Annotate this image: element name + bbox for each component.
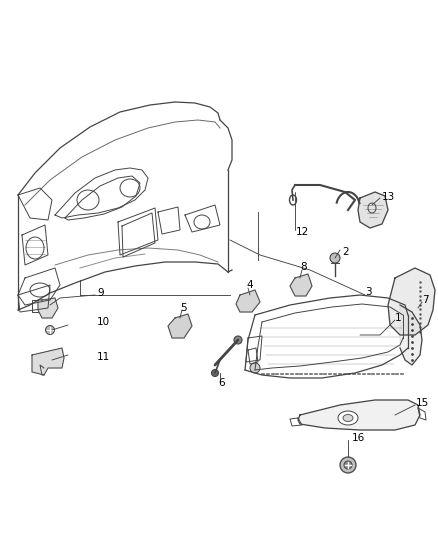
Text: 5: 5	[180, 303, 187, 313]
Circle shape	[250, 363, 260, 373]
Text: 1: 1	[395, 313, 402, 323]
Text: 12: 12	[296, 227, 309, 237]
Circle shape	[344, 461, 352, 469]
Circle shape	[212, 369, 219, 376]
Text: 16: 16	[352, 433, 365, 443]
Text: 13: 13	[382, 192, 395, 202]
Polygon shape	[298, 400, 420, 430]
Text: 11: 11	[97, 352, 110, 362]
Polygon shape	[32, 348, 64, 375]
Circle shape	[330, 253, 340, 263]
Text: 9: 9	[97, 288, 104, 298]
Text: 7: 7	[422, 295, 429, 305]
Circle shape	[340, 457, 356, 473]
Text: 6: 6	[218, 378, 225, 388]
Text: 3: 3	[365, 287, 371, 297]
Circle shape	[46, 326, 54, 335]
Polygon shape	[388, 268, 435, 335]
Text: 8: 8	[300, 262, 307, 272]
Polygon shape	[358, 192, 388, 228]
Polygon shape	[400, 305, 422, 365]
Ellipse shape	[338, 411, 358, 425]
Text: 2: 2	[342, 247, 349, 257]
Circle shape	[234, 336, 242, 344]
Polygon shape	[168, 314, 192, 338]
Polygon shape	[38, 298, 58, 318]
Text: 10: 10	[97, 317, 110, 327]
Text: 4: 4	[246, 280, 253, 290]
Ellipse shape	[343, 415, 353, 422]
Polygon shape	[236, 290, 260, 312]
Text: 15: 15	[416, 398, 429, 408]
Polygon shape	[290, 274, 312, 296]
